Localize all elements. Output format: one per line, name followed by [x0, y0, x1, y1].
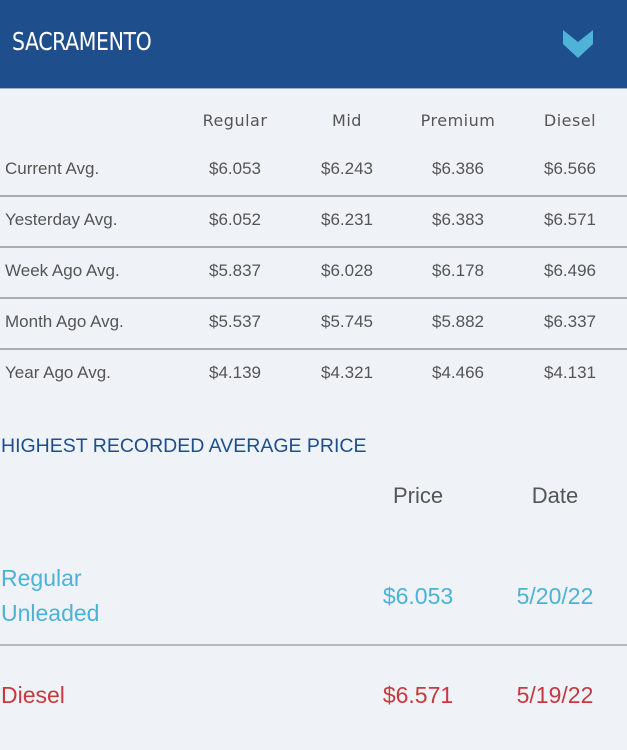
price-cell: $6.053 — [209, 159, 261, 178]
column-header: Regular — [202, 111, 268, 130]
price-cell: $6.178 — [432, 261, 484, 280]
price-cell: $5.837 — [209, 261, 261, 280]
region-title: SACRAMENTO — [12, 27, 152, 56]
column-header-price: Price — [392, 483, 444, 508]
price-value: $6.053 — [382, 583, 454, 609]
price-cell: $6.571 — [544, 210, 596, 229]
fuel-label: Unleaded — [1, 600, 100, 626]
price-cell: $4.139 — [209, 363, 261, 382]
row-label: Week Ago Avg. — [5, 261, 120, 280]
price-cell: $6.052 — [209, 210, 261, 229]
chevron-down-icon[interactable] — [563, 30, 593, 58]
date-value: 5/20/22 — [516, 583, 594, 609]
price-cell: $6.566 — [544, 159, 596, 178]
divider — [0, 644, 627, 646]
price-cell: $6.496 — [544, 261, 596, 280]
region-header[interactable]: SACRAMENTO — [0, 0, 627, 89]
price-cell: $4.321 — [321, 363, 373, 382]
row-divider — [0, 246, 627, 248]
price-cell: $6.337 — [544, 312, 596, 331]
price-cell: $6.386 — [432, 159, 484, 178]
row-label: Current Avg. — [5, 159, 100, 178]
section-title: HIGHEST RECORDED AVERAGE PRICE — [1, 435, 367, 457]
column-header: Diesel — [543, 111, 597, 130]
row-label: Yesterday Avg. — [5, 210, 118, 229]
price-value: $6.571 — [382, 682, 454, 708]
price-cell: $6.028 — [321, 261, 373, 280]
price-cell: $5.745 — [321, 312, 373, 331]
fuel-label: Diesel — [1, 682, 65, 708]
price-cell: $6.231 — [321, 210, 373, 229]
column-header-date: Date — [531, 483, 579, 508]
price-cell: $5.537 — [209, 312, 261, 331]
price-cell: $6.383 — [432, 210, 484, 229]
column-header: Premium — [420, 111, 496, 130]
fuel-label: Regular — [1, 565, 82, 591]
price-cell: $5.882 — [432, 312, 484, 331]
row-label: Month Ago Avg. — [5, 312, 124, 331]
row-label: Year Ago Avg. — [5, 363, 111, 382]
column-header: Mid — [332, 111, 362, 130]
price-cell: $4.466 — [432, 363, 484, 382]
row-divider — [0, 195, 627, 197]
row-divider — [0, 297, 627, 299]
price-cell: $6.243 — [321, 159, 373, 178]
date-value: 5/19/22 — [516, 682, 594, 708]
price-cell: $4.131 — [544, 363, 596, 382]
row-divider — [0, 348, 627, 350]
